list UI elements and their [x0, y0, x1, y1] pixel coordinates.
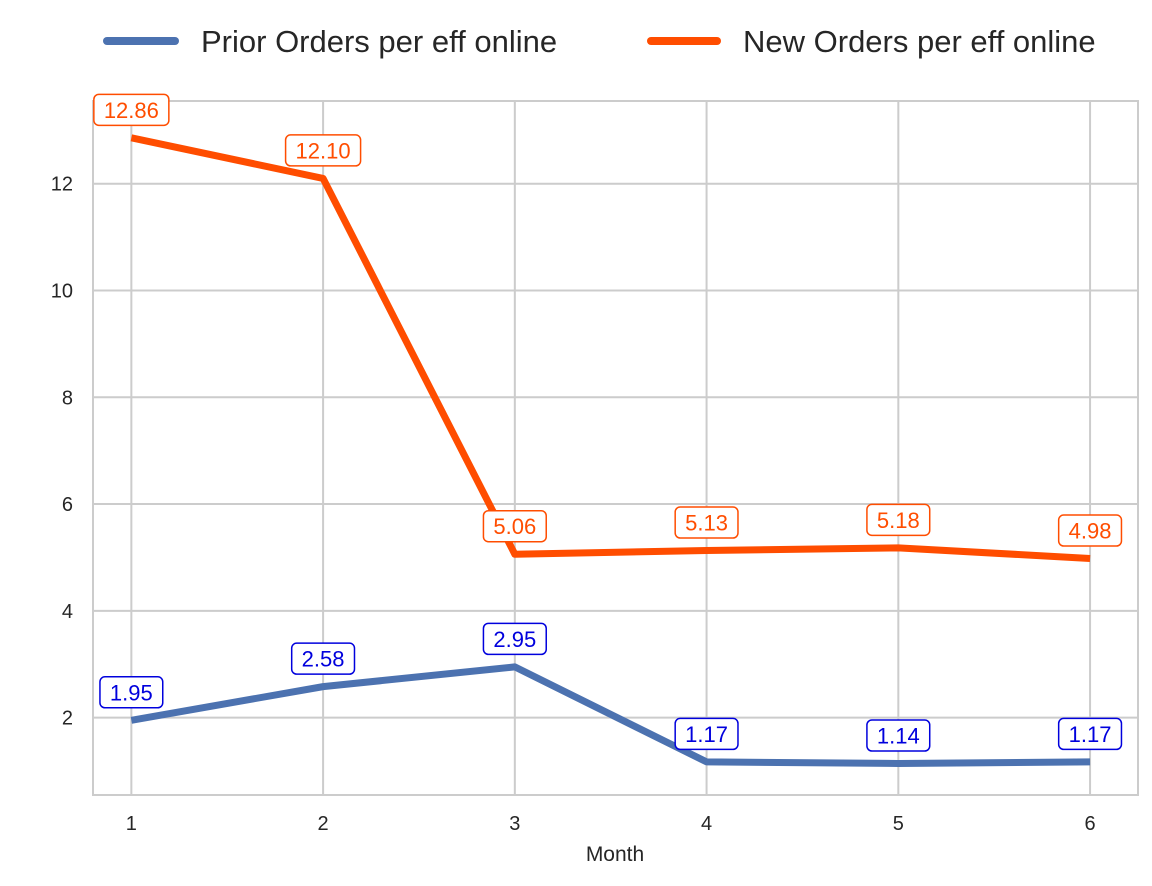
legend-label-new: New Orders per eff online [743, 24, 1096, 59]
data-label-text: 5.13 [685, 510, 728, 535]
series-line-prior [130, 663, 1091, 768]
data-label-text: 2.95 [493, 627, 536, 652]
y-tick-label: 4 [62, 601, 73, 623]
data-label-text: 1.95 [110, 680, 153, 705]
y-tick-label: 2 [62, 708, 73, 730]
x-axis-label: Month [586, 843, 644, 866]
plot-frame [92, 100, 1139, 796]
data-label-box [866, 503, 931, 537]
data-label-box [482, 509, 547, 543]
data-label-box [674, 506, 739, 539]
x-tick-label: 6 [1085, 813, 1096, 835]
data-label-box [1057, 717, 1123, 751]
x-tick-label: 4 [701, 813, 712, 835]
data-label-new: 12.86 [93, 93, 170, 127]
data-label-prior: 1.17 [674, 717, 739, 751]
data-label-box [1057, 514, 1123, 547]
y-axis-ticks: 2 4 6 8 10 12 [51, 174, 73, 730]
x-tick-label: 5 [893, 813, 904, 835]
data-label-box [284, 134, 362, 167]
data-label-box [99, 676, 164, 709]
data-label-new: 4.98 [1057, 514, 1123, 547]
x-tick-label: 2 [318, 813, 329, 835]
data-label-text: 5.06 [493, 514, 536, 539]
data-labels: 1.95 2.58 2.95 1.17 1.14 1.17 12.86 12.10 5.06 5.… [93, 93, 1123, 752]
data-label-prior: 1.17 [1057, 717, 1123, 751]
data-label-new: 5.18 [866, 503, 931, 537]
data-label-text: 1.17 [1069, 722, 1112, 747]
data-label-text: 1.14 [877, 724, 920, 749]
data-label-box [866, 719, 931, 752]
series-line-new [130, 134, 1091, 563]
data-label-text: 12.10 [296, 138, 351, 163]
legend: Prior Orders per eff online New Orders p… [103, 24, 1096, 59]
data-label-new: 5.13 [674, 506, 739, 539]
data-label-text: 4.98 [1069, 519, 1112, 544]
y-tick-label: 12 [51, 174, 73, 196]
legend-label-prior: Prior Orders per eff online [201, 24, 557, 59]
data-label-prior: 1.14 [866, 719, 931, 752]
data-label-prior: 1.95 [99, 676, 164, 709]
grid-lines [93, 101, 1138, 795]
data-label-text: 1.17 [685, 722, 728, 747]
data-label-new: 5.06 [482, 509, 547, 543]
data-label-box [290, 642, 356, 675]
data-label-prior: 2.58 [290, 642, 356, 675]
x-tick-label: 3 [509, 813, 520, 835]
data-label-prior: 2.95 [482, 622, 547, 656]
y-tick-label: 6 [62, 494, 73, 516]
y-tick-label: 10 [51, 281, 73, 303]
data-label-text: 2.58 [302, 647, 345, 672]
data-label-text: 12.86 [104, 98, 159, 123]
data-label-text: 5.18 [877, 508, 920, 533]
series-lines [130, 134, 1091, 768]
data-label-new: 12.10 [284, 134, 362, 167]
data-label-box [482, 622, 547, 656]
data-label-box [93, 93, 170, 127]
data-label-box [674, 717, 739, 751]
y-tick-label: 8 [62, 387, 73, 409]
x-axis-ticks: 1 2 3 4 5 6 [126, 813, 1096, 835]
x-tick-label: 1 [126, 813, 137, 835]
